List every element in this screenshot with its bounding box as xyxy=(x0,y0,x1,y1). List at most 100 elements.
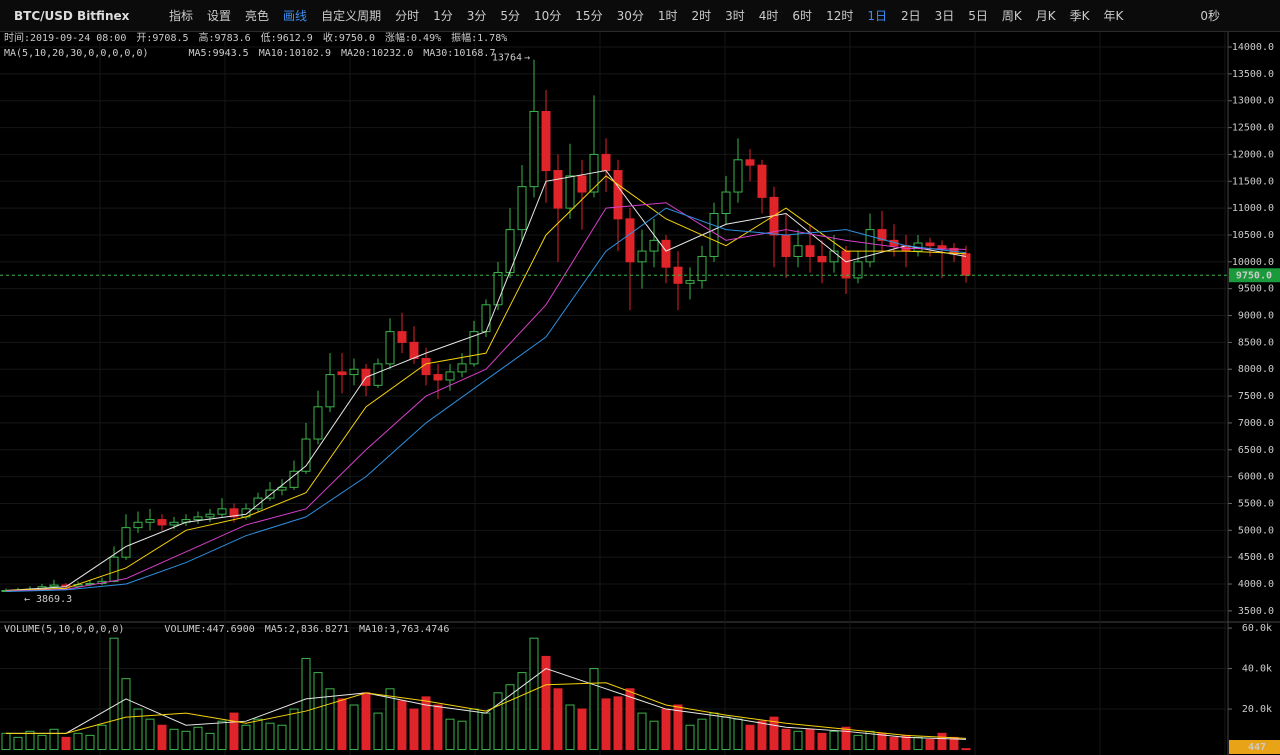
candle-body xyxy=(529,110,539,188)
candle-body xyxy=(469,331,479,365)
volume-bar xyxy=(277,724,287,751)
candle-body xyxy=(133,521,143,529)
candle-body xyxy=(793,245,803,257)
volume-bar xyxy=(169,728,179,751)
volume-bar xyxy=(481,712,491,751)
candle-body xyxy=(457,363,467,373)
toolbar-item[interactable]: 12时 xyxy=(826,9,854,23)
candle-body xyxy=(601,153,611,172)
toolbar-item[interactable]: 30分 xyxy=(616,9,644,23)
y-tick-label: 12500.0 xyxy=(1232,123,1274,134)
toolbar-item[interactable]: 5日 xyxy=(968,9,988,23)
volume-bar xyxy=(853,734,863,751)
toolbar-item[interactable]: 1分 xyxy=(433,9,453,23)
candle-body xyxy=(889,239,899,247)
volume-bar xyxy=(841,726,851,751)
volume-bar xyxy=(577,708,587,751)
candle-body xyxy=(757,164,767,198)
volume-bar xyxy=(589,668,599,751)
candle-body xyxy=(937,245,947,249)
volume-bar xyxy=(457,720,467,751)
toolbar-item[interactable]: 年K xyxy=(1103,9,1124,23)
candle-body xyxy=(577,175,587,193)
volume-bar xyxy=(73,732,83,751)
candle-body xyxy=(493,272,503,306)
y-tick-label: 9500.0 xyxy=(1238,284,1274,295)
toolbar-item[interactable]: 亮色 xyxy=(245,9,270,23)
y-tick-label: 6500.0 xyxy=(1238,445,1274,456)
toolbar-item[interactable]: 设置 xyxy=(207,9,232,23)
candle-body xyxy=(409,341,419,359)
candle-body xyxy=(49,584,59,588)
volume-bar xyxy=(373,712,383,751)
symbol[interactable]: BTC/USD Bitfinex xyxy=(14,8,130,23)
ma-legend-item: MA10:10102.9 xyxy=(259,48,331,59)
candle-body xyxy=(253,497,263,510)
toolbar-item[interactable]: 3分 xyxy=(466,9,487,23)
toolbar-item[interactable]: 3时 xyxy=(725,9,745,23)
toolbar-item[interactable]: 15分 xyxy=(575,9,603,23)
volume-bar xyxy=(121,678,131,751)
volume-bar xyxy=(721,716,731,751)
volume-bar xyxy=(673,704,683,751)
volume-bar xyxy=(529,637,539,751)
toolbar-item[interactable]: 1日 xyxy=(867,9,887,23)
y2-tick-label: 20.0k xyxy=(1242,704,1272,715)
candle-body xyxy=(805,245,815,257)
toolbar-item[interactable]: 2日 xyxy=(900,9,921,23)
ma-line xyxy=(5,207,967,593)
y-tick-label: 7000.0 xyxy=(1238,418,1274,429)
toolbar-item[interactable]: 6时 xyxy=(792,9,813,23)
candle-body xyxy=(685,280,695,284)
volume-bar xyxy=(625,688,635,751)
y-tick-label: 14000.0 xyxy=(1232,42,1274,53)
arrow: → xyxy=(524,53,530,64)
y-tick-label: 11500.0 xyxy=(1232,176,1274,187)
toolbar-item[interactable]: 2时 xyxy=(691,9,712,23)
toolbar-item[interactable]: 10分 xyxy=(534,9,562,23)
y-tick-label: 8500.0 xyxy=(1238,337,1274,348)
volume-bar xyxy=(85,734,95,751)
volume-bar xyxy=(505,684,515,751)
volume-bar xyxy=(37,734,47,751)
y-tick-label: 4000.0 xyxy=(1238,579,1274,590)
volume-bar xyxy=(49,728,59,751)
toolbar-item[interactable]: 自定义周期 xyxy=(321,9,382,23)
volume-bar xyxy=(241,724,251,751)
last-volume-box xyxy=(1229,740,1280,754)
toolbar-item[interactable]: 指标 xyxy=(169,9,194,23)
ma-legend-item: MA5:9943.5 xyxy=(189,48,249,59)
candle-body xyxy=(325,374,335,408)
volume-bar xyxy=(709,712,719,751)
candle-body xyxy=(193,516,203,521)
candle-body xyxy=(337,371,347,376)
volume-bar xyxy=(337,698,347,751)
volume-bar xyxy=(913,736,923,751)
candle-body xyxy=(745,159,755,166)
toolbar-item[interactable]: 季K xyxy=(1069,9,1090,23)
volume-bar xyxy=(157,724,167,751)
y2-tick-label: 60.0k xyxy=(1242,623,1272,634)
candle-body xyxy=(505,229,515,274)
toolbar-item[interactable]: 画线 xyxy=(283,9,308,23)
volume-bar xyxy=(289,708,299,751)
volume-bar xyxy=(385,688,395,751)
candle-body xyxy=(841,250,851,279)
toolbar-item[interactable]: 周K xyxy=(1001,9,1022,23)
volume-bar xyxy=(781,728,791,751)
volume-bar xyxy=(829,730,839,751)
ma-line xyxy=(5,175,967,591)
volume-bar xyxy=(445,718,455,751)
toolbar-item[interactable]: 分时 xyxy=(395,9,420,23)
candle-body xyxy=(649,239,659,252)
ma-legend-item: MA30:10168.7 xyxy=(423,48,495,59)
toolbar-item[interactable]: 1时 xyxy=(657,9,678,23)
candle-body xyxy=(613,170,623,220)
volume-bar xyxy=(313,672,323,751)
chart: 3500.0 4000.0 4500.0 5000.0 5500.0 6000.0 6500… xyxy=(0,32,1280,755)
toolbar-item[interactable]: 3日 xyxy=(934,9,955,23)
toolbar-item[interactable]: 4时 xyxy=(758,9,779,23)
candle-body xyxy=(169,521,179,526)
toolbar-item[interactable]: 5分 xyxy=(500,9,521,23)
toolbar-item[interactable]: 月K xyxy=(1035,9,1056,23)
